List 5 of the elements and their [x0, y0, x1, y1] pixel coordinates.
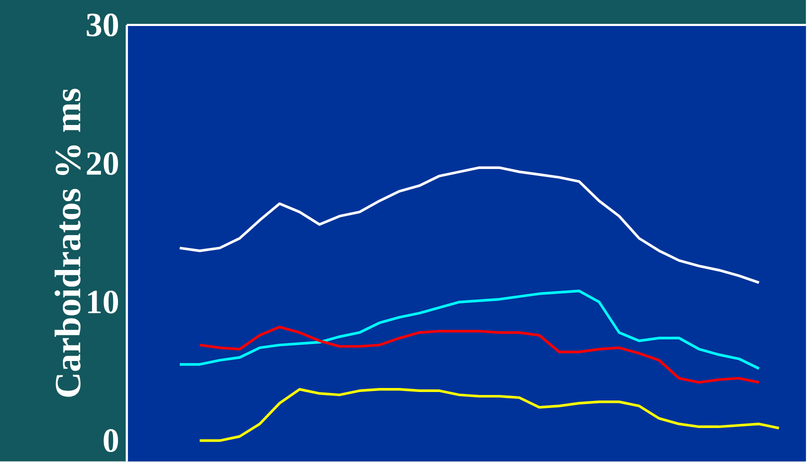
- y-tick-label: 20: [86, 152, 118, 175]
- y-axis-title: Carboidratos % ms: [54, 88, 81, 397]
- y-tick-label: 30: [86, 13, 118, 36]
- y-tick-label: 0: [104, 428, 118, 452]
- y-tick-label: 10: [88, 290, 118, 314]
